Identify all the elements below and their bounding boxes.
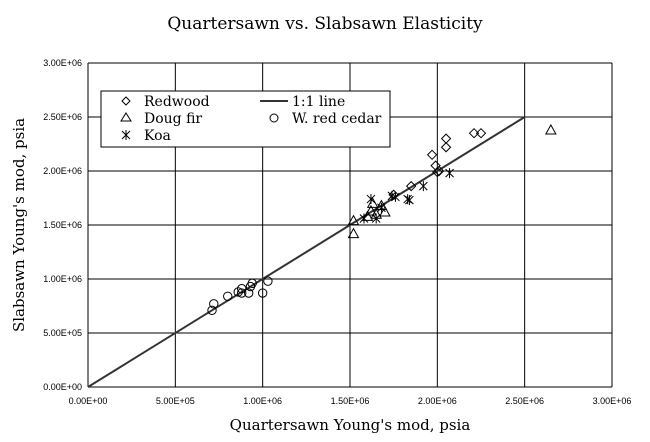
y-tick-label: 2.00E+06 (43, 166, 82, 176)
redwood-point (440, 142, 452, 153)
legend-box (100, 90, 391, 148)
legend-item-redwood: Redwood (121, 94, 210, 110)
x-tick-label: 1.50E+06 (331, 396, 370, 406)
w-red-cedar-point (223, 291, 233, 301)
w-red-cedar-point (237, 288, 247, 298)
x-tick-label: 5.00E+05 (156, 396, 195, 406)
legend-item-koa: Koa (121, 128, 171, 144)
data-points (207, 123, 557, 316)
koa-point (359, 213, 369, 224)
w-red-cedar-point (207, 305, 217, 316)
doug-fir-point (365, 204, 377, 216)
legend-label-1-1-line: 1:1 line (292, 94, 345, 110)
doug-fir-point (347, 227, 360, 239)
x-tick-label: 2.50E+06 (505, 396, 544, 406)
legend-item-1-1-line: 1:1 line (260, 94, 345, 110)
doug-fir-point (366, 197, 379, 208)
legend-diamond-marker (121, 96, 131, 106)
redwood-point (432, 166, 443, 178)
w-red-cedar-point (209, 299, 219, 309)
doug-fir-point (347, 214, 360, 226)
w-red-cedar-point (247, 278, 257, 289)
redwood-point (405, 180, 417, 192)
w-red-cedar-point (243, 288, 254, 298)
legend-label-koa: Koa (144, 128, 171, 144)
chart-title: Quartersawn vs. Slabsawn Elasticity (167, 14, 483, 34)
koa-point (419, 181, 428, 192)
doug-fir-point (361, 210, 374, 221)
one-to-one-line (87, 116, 526, 388)
koa-point (445, 168, 454, 179)
legend-label-doug-fir: Doug fir (144, 111, 202, 127)
koa-point (405, 195, 414, 206)
reference-line (87, 116, 526, 388)
redwood-point (468, 127, 480, 139)
x-tick-label: 1.00E+06 (243, 396, 282, 406)
legend-star-marker (121, 130, 131, 140)
legend-label-redwood: Redwood (144, 94, 210, 110)
w-red-cedar-point (257, 288, 268, 298)
y-axis-label: Slabsawn Young's mod, psia (10, 118, 28, 332)
legend: Redwood Doug fir Koa 1:1 line W. red ced… (100, 90, 391, 148)
x-axis-label: Quartersawn Young's mod, psia (230, 416, 471, 434)
w-red-cedar-point (237, 284, 247, 294)
legend-label-w-red-cedar: W. red cedar (292, 111, 382, 127)
legend-item-doug-fir: Doug fir (120, 111, 202, 127)
legend-item-w-red-cedar: W. red cedar (269, 111, 382, 127)
x-tick-label: 0.00E+00 (69, 396, 108, 406)
koa-point (377, 202, 386, 213)
redwood-point (426, 149, 438, 161)
doug-fir-point (545, 123, 557, 135)
y-tick-label: 2.50E+06 (43, 112, 82, 122)
x-axis-ticks: 0.00E+00 5.00E+05 1.00E+06 1.50E+06 2.00E+06… (69, 396, 632, 406)
koa-point (387, 190, 397, 201)
y-tick-label: 1.50E+06 (43, 220, 82, 230)
y-axis-ticks: 0.00E+00 5.00E+05 1.00E+06 1.50E+06 2.00E+06… (43, 58, 82, 392)
koa-point (371, 213, 381, 224)
redwood-point (475, 127, 487, 139)
y-tick-label: 5.00E+05 (43, 328, 82, 338)
x-tick-label: 3.00E+06 (593, 396, 632, 406)
koa-point (366, 194, 376, 205)
doug-fir-point (379, 206, 391, 217)
legend-triangle-marker (120, 112, 132, 122)
y-tick-label: 1.00E+06 (43, 274, 82, 284)
x-tick-label: 2.00E+06 (418, 396, 457, 406)
legend-circle-marker (269, 113, 279, 123)
redwood-point (440, 133, 452, 144)
koa-point (391, 191, 400, 202)
y-tick-label: 0.00E+00 (43, 382, 82, 392)
w-red-cedar-point (263, 276, 273, 286)
y-tick-label: 3.00E+06 (43, 58, 82, 68)
